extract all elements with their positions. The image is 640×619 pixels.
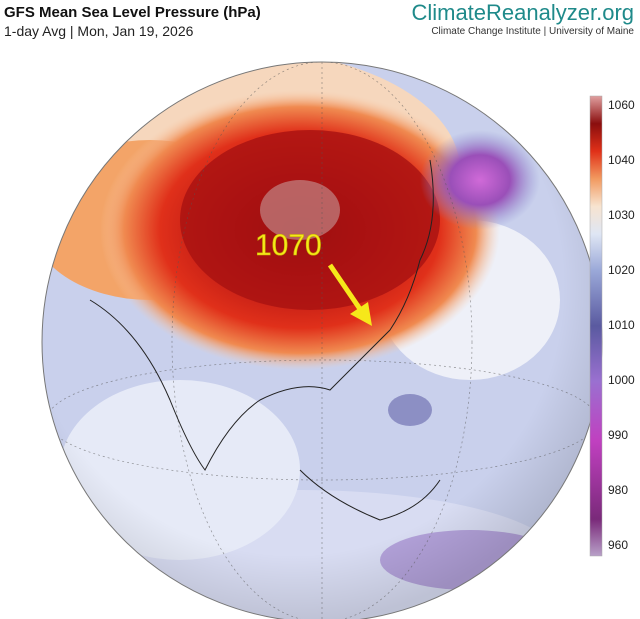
arrow-head (350, 302, 372, 326)
arrow (327, 263, 365, 314)
colorbar-label: 980 (608, 483, 628, 497)
colorbar-label: 1020 (608, 263, 635, 277)
globe (42, 62, 602, 619)
colorbar-label: 960 (608, 538, 628, 552)
brand[interactable]: ClimateReanalyzer.org (411, 0, 634, 25)
colorbar-label: 1000 (608, 373, 635, 387)
title: GFS Mean Sea Level Pressure (hPa) (4, 4, 261, 21)
colorbar-labels: 1060 1040 1030 1020 1010 1000 990 980 960 (608, 98, 635, 552)
subtitle: 1-day Avg | Mon, Jan 19, 2026 (4, 23, 194, 39)
brand-subtitle: Climate Change Institute | University of… (431, 26, 634, 37)
annotation: 1070 (255, 229, 372, 326)
colorbar-label: 1060 (608, 98, 635, 112)
colorbar-label: 990 (608, 428, 628, 442)
colorbar-label: 1010 (608, 318, 635, 332)
colorbar-label: 1040 (608, 153, 635, 167)
annotation-label: 1070 (255, 229, 322, 262)
colorbar-label: 1030 (608, 208, 635, 222)
colorbar (589, 95, 603, 557)
